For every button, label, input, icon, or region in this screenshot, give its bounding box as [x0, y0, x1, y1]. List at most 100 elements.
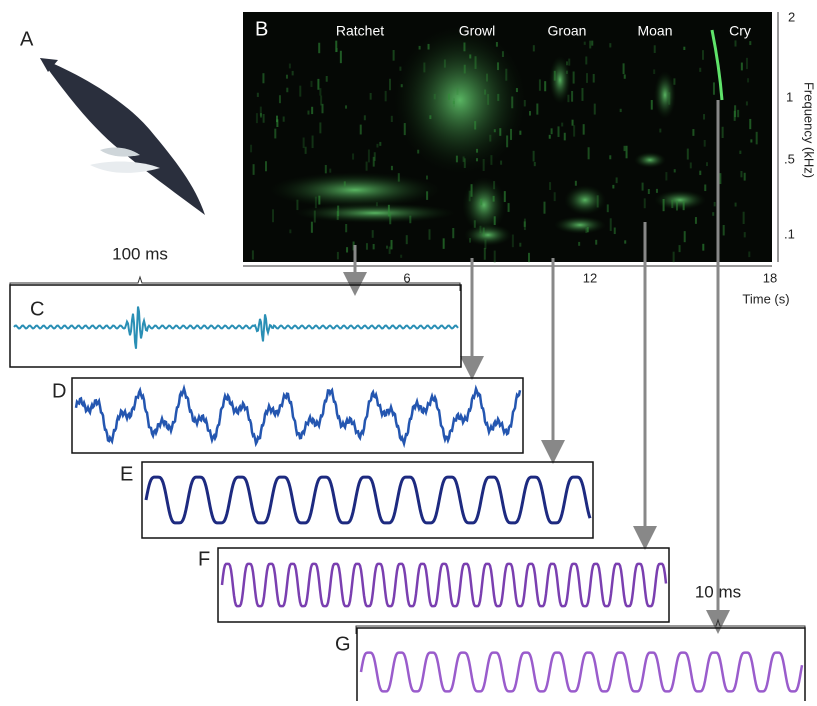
energy [676, 201, 678, 211]
energy [260, 113, 262, 117]
energy [668, 92, 670, 104]
energy [564, 185, 606, 215]
energy [687, 149, 689, 160]
energy [279, 95, 281, 103]
energy [464, 65, 466, 74]
energy [400, 255, 402, 258]
energy [616, 177, 618, 183]
page: {"panels": {"a": "A", "b": "B", "c": "C"… [0, 0, 817, 701]
energy [274, 129, 276, 139]
energy [312, 136, 314, 149]
panel-label: C [30, 298, 44, 320]
energy [394, 26, 526, 174]
energy [471, 184, 473, 197]
energy [296, 200, 298, 210]
energy [315, 197, 317, 209]
energy [463, 156, 465, 161]
scale-bar-label: 10 ms [695, 582, 741, 601]
axis-title: Frequency (kHz) [802, 82, 817, 178]
call-label: Growl [459, 23, 496, 39]
energy [536, 104, 538, 115]
energy [317, 79, 319, 90]
energy [624, 240, 626, 243]
energy [704, 140, 706, 147]
energy [719, 173, 721, 184]
energy [654, 45, 656, 53]
waveform [361, 653, 802, 692]
energy [489, 135, 491, 142]
energy [428, 44, 430, 50]
panel-label: B [255, 18, 268, 40]
energy [337, 206, 339, 217]
energy [426, 191, 428, 200]
energy [494, 129, 496, 132]
energy [401, 84, 403, 87]
energy [310, 81, 312, 87]
energy [740, 171, 742, 177]
energy [269, 172, 441, 208]
energy [307, 111, 309, 115]
energy [368, 150, 370, 163]
energy [549, 182, 551, 190]
panel-label: G [335, 633, 351, 655]
energy [673, 78, 675, 84]
energy [294, 203, 456, 223]
energy [519, 131, 521, 135]
y-tick-label: .5 [784, 151, 795, 166]
energy [463, 42, 465, 51]
scale-bar-label: 100 ms [112, 244, 168, 263]
energy [337, 252, 339, 259]
energy [426, 176, 428, 180]
energy [578, 242, 580, 246]
energy [480, 199, 482, 205]
energy [311, 107, 313, 114]
y-tick-label: 2 [788, 9, 795, 24]
energy [366, 162, 368, 171]
energy [276, 116, 278, 122]
waveform [222, 564, 666, 606]
energy [722, 127, 724, 138]
energy [544, 81, 546, 91]
energy [690, 162, 692, 168]
energy [320, 96, 322, 106]
energy [634, 152, 666, 168]
energy [528, 253, 530, 262]
energy [504, 191, 506, 202]
energy [345, 224, 347, 232]
energy [749, 41, 751, 45]
energy [456, 156, 458, 163]
energy [673, 252, 675, 263]
energy [642, 183, 644, 191]
energy [575, 181, 577, 186]
energy [554, 71, 556, 81]
energy [516, 88, 518, 92]
energy [457, 88, 459, 95]
energy [568, 59, 570, 66]
energy [533, 151, 535, 162]
energy [391, 116, 393, 122]
energy [746, 58, 748, 69]
energy [448, 94, 450, 100]
energy [567, 95, 569, 102]
energy [741, 63, 743, 71]
energy [612, 185, 614, 189]
energy [318, 43, 320, 53]
energy [594, 104, 596, 115]
energy [303, 137, 305, 148]
energy [256, 113, 258, 123]
energy [529, 111, 531, 116]
energy [360, 125, 362, 135]
energy [653, 69, 655, 74]
energy [620, 109, 622, 112]
energy [624, 74, 626, 78]
energy [386, 246, 388, 249]
energy [419, 46, 421, 50]
energy [372, 230, 374, 238]
energy [502, 51, 504, 57]
energy [373, 157, 375, 167]
energy [702, 50, 704, 60]
energy [398, 173, 400, 181]
energy [486, 74, 488, 82]
energy [496, 42, 498, 47]
energy [265, 161, 267, 171]
